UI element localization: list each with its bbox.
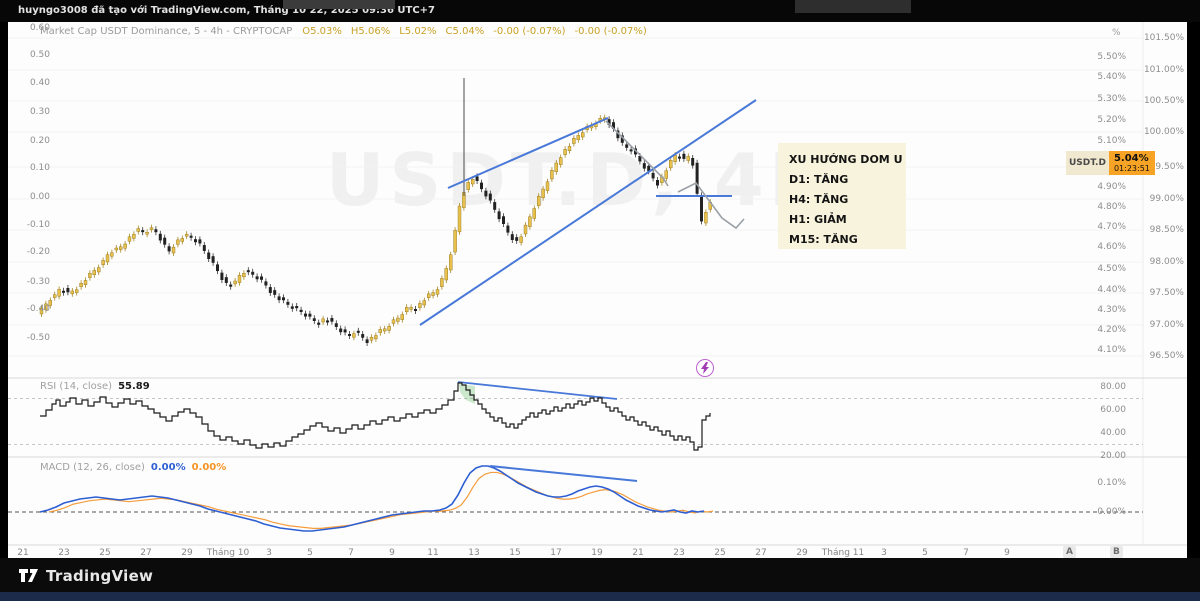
symbol-title[interactable]: Market Cap USDT Dominance, 5 - 4h - CRYP… [40,26,293,37]
macd-label: MACD (12, 26, close) [40,462,145,473]
attribution-text: huyngo3008 đã tạo với TradingView.com, T… [18,5,436,16]
lightning-icon [701,362,709,374]
tradingview-logo[interactable]: TradingView [18,566,153,585]
macd-value: 0.00% [150,462,186,473]
rsi-legend[interactable]: RSI (14, close) 55.89 [40,381,150,392]
ohlc-value: L5.02% [399,26,437,37]
annotation-line: M15: TĂNG [789,233,858,246]
price-label-countdown: 01:23:51 [1113,164,1150,173]
chart-background[interactable] [8,22,1187,558]
ohlc-value: H5.06% [350,26,391,37]
redacted-block [795,0,911,13]
tradingview-logo-icon [19,569,38,582]
ohlc-value: -0.00 (-0.07%) [574,26,647,37]
annotation-line: H4: TĂNG [789,193,849,206]
symbol-watermark: USDT.D, 4H [325,138,835,222]
symbol-legend: Market Cap USDT Dominance, 5 - 4h - CRYP… [40,26,656,37]
annotation-lines: XU HƯỚNG DOM U D1: TĂNG H4: TĂNG H1: GIẢM M1… [789,150,906,250]
rsi-value: 55.89 [118,381,150,392]
annotation-line: XU HƯỚNG DOM U [789,153,903,166]
percent-scale-label[interactable]: % [1112,28,1121,38]
annotation-note[interactable]: XU HƯỚNG DOM U D1: TĂNG H4: TĂNG H1: GIẢM M1… [778,143,906,249]
rsi-label: RSI (14, close) [40,381,113,392]
ohlc-value: C5.04% [445,26,485,37]
price-label-symbol: USDT.D [1066,151,1109,175]
macd-signal-value: 0.00% [191,462,227,473]
footer-strip [0,592,1200,601]
attribution-bar: huyngo3008 đã tạo với TradingView.com, T… [0,0,1200,22]
annotation-line: H1: GIẢM [789,213,847,226]
ohlc-value: -0.00 (-0.07%) [493,26,566,37]
price-label-price: 5.04% [1113,153,1149,164]
redacted-block [283,0,395,9]
tradingview-logo-text: TradingView [46,566,154,585]
usdtd-price-label: USDT.D 5.04% 01:23:51 [1066,151,1155,175]
annotation-line: D1: TĂNG [789,173,849,186]
flash-badge[interactable] [696,359,714,377]
macd-legend[interactable]: MACD (12, 26, close) 0.00% 0.00% [40,462,226,473]
price-label-value-box: 5.04% 01:23:51 [1108,151,1155,175]
ohlc-values: O5.03% H5.06% L5.02% C5.04% -0.00 (-0.07%) -0… [302,26,656,37]
ohlc-value: O5.03% [302,26,342,37]
